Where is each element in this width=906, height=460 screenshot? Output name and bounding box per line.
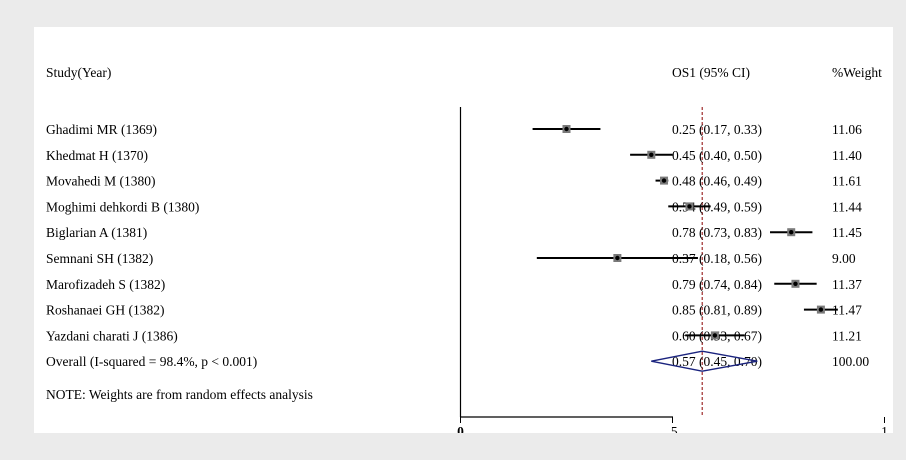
study-label: Roshanaei GH (1382)	[46, 303, 164, 318]
study-weight: 9.00	[832, 251, 856, 266]
study-weight: 11.06	[832, 122, 862, 137]
study-weight: 11.37	[832, 277, 862, 292]
study-point-estimate	[661, 178, 667, 183]
x-tick-label: 0	[457, 424, 464, 433]
study-point-estimate	[564, 126, 569, 132]
study-weight: 11.61	[832, 174, 862, 189]
overall-diamond	[651, 350, 758, 372]
study-ci-text: 0.78 (0.73, 0.83)	[672, 225, 762, 240]
study-label: Moghimi dehkordi B (1380)	[46, 199, 199, 214]
study-point-estimate	[649, 152, 654, 157]
overall-weight: 100.00	[832, 354, 869, 369]
study-point-estimate	[818, 307, 824, 312]
study-weight: 11.44	[832, 199, 862, 214]
weights-note: NOTE: Weights are from random effects an…	[46, 387, 313, 402]
study-ci-text: 0.25 (0.17, 0.33)	[672, 122, 762, 137]
study-point-estimate	[712, 333, 718, 338]
study-label: Biglarian A (1381)	[46, 225, 147, 240]
study-label: Khedmat H (1370)	[46, 148, 148, 163]
overall-label: Overall (I-squared = 98.4%, p < 0.001)	[46, 354, 257, 369]
study-label: Ghadimi MR (1369)	[46, 122, 157, 137]
study-weight: 11.21	[832, 328, 862, 343]
weight-column-header: %Weight	[832, 65, 882, 80]
study-weight: 11.40	[832, 148, 862, 163]
study-ci-text: 0.45 (0.40, 0.50)	[672, 148, 762, 163]
study-point-estimate	[615, 255, 620, 261]
overall-ci-text: 0.57 (0.45, 0.70)	[672, 354, 762, 369]
x-tick-label: 1	[881, 424, 888, 433]
x-tick-label: .5	[667, 424, 677, 433]
study-ci-text: 0.37 (0.18, 0.56)	[672, 251, 762, 266]
study-ci-text: 0.79 (0.74, 0.84)	[672, 277, 762, 292]
study-column-header: Study(Year)	[46, 65, 111, 80]
study-ci-text: 0.85 (0.81, 0.89)	[672, 303, 762, 318]
study-point-estimate	[793, 281, 798, 286]
forest-plot-panel: Study(Year) OS1 (95% CI) %Weight Ghadimi…	[34, 27, 893, 433]
study-ci-text: 0.54 (0.49, 0.59)	[672, 199, 762, 214]
study-label: Movahedi M (1380)	[46, 174, 155, 189]
forest-plot: Study(Year) OS1 (95% CI) %Weight Ghadimi…	[46, 65, 888, 433]
study-point-estimate	[687, 204, 692, 209]
study-ci-text: 0.48 (0.46, 0.49)	[672, 174, 762, 189]
study-weight: 11.47	[832, 303, 862, 318]
study-label: Yazdani charati J (1386)	[46, 328, 178, 343]
study-label: Semnani SH (1382)	[46, 251, 153, 266]
study-label: Marofizadeh S (1382)	[46, 277, 165, 292]
study-point-estimate	[789, 230, 794, 235]
study-weight: 11.45	[832, 225, 862, 240]
estimate-column-header: OS1 (95% CI)	[672, 65, 750, 80]
